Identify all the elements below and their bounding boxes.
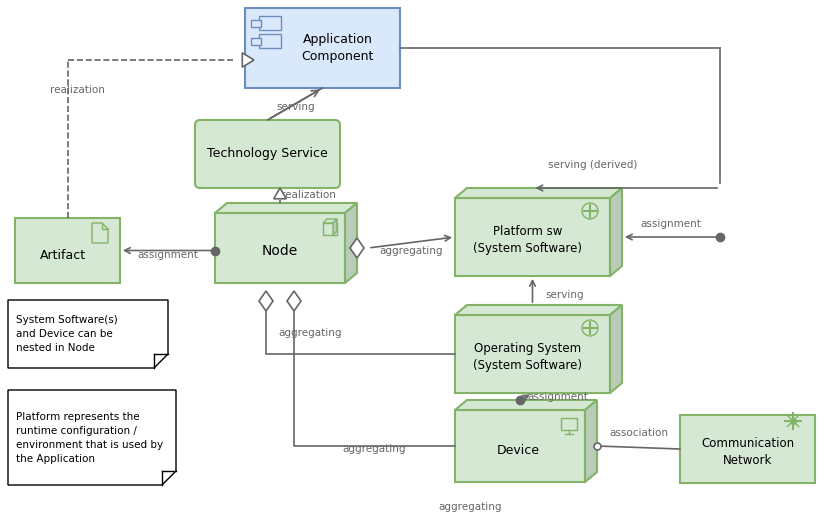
Text: assignment: assignment	[137, 250, 198, 261]
Bar	[15, 218, 120, 283]
Polygon shape	[610, 188, 622, 276]
Bar	[455, 198, 610, 276]
Bar	[251, 38, 261, 45]
Text: realization: realization	[50, 85, 105, 95]
Polygon shape	[323, 219, 337, 223]
Polygon shape	[287, 291, 301, 311]
Polygon shape	[345, 203, 357, 283]
Polygon shape	[585, 400, 597, 482]
FancyBboxPatch shape	[195, 120, 340, 188]
Bar	[259, 34, 281, 48]
Text: Device: Device	[496, 443, 540, 457]
Text: serving: serving	[277, 102, 315, 112]
Text: association: association	[609, 428, 668, 438]
Circle shape	[582, 320, 598, 336]
Text: serving: serving	[546, 290, 584, 300]
Text: Communication
Network: Communication Network	[701, 437, 794, 467]
Polygon shape	[333, 219, 337, 235]
Polygon shape	[215, 203, 357, 213]
Bar	[323, 223, 337, 235]
Text: Platform represents the
runtime configuration /
environment that is used by
the : Platform represents the runtime configur…	[16, 411, 163, 463]
Polygon shape	[259, 291, 273, 311]
Bar	[455, 315, 610, 393]
Text: Platform sw
(System Software): Platform sw (System Software)	[473, 225, 582, 255]
Polygon shape	[92, 223, 108, 243]
Bar	[245, 8, 400, 88]
Bar	[680, 415, 815, 483]
Bar	[455, 410, 585, 482]
Text: Artifact: Artifact	[39, 249, 85, 262]
Bar	[215, 213, 345, 283]
Polygon shape	[8, 300, 168, 368]
Polygon shape	[610, 305, 622, 393]
Text: Technology Service: Technology Service	[207, 148, 328, 160]
Text: aggregating: aggregating	[380, 246, 443, 256]
Text: Application
Component: Application Component	[302, 33, 374, 63]
Polygon shape	[455, 305, 622, 315]
Polygon shape	[350, 238, 364, 258]
Text: Node: Node	[261, 244, 298, 258]
Bar	[251, 20, 261, 27]
Text: realization: realization	[281, 190, 335, 201]
Polygon shape	[274, 188, 287, 199]
Polygon shape	[455, 400, 597, 410]
Text: assignment: assignment	[640, 219, 701, 229]
Polygon shape	[242, 53, 254, 67]
Text: serving (derived): serving (derived)	[548, 160, 637, 170]
Text: aggregating: aggregating	[438, 502, 502, 512]
Bar	[259, 16, 281, 30]
Text: assignment: assignment	[528, 392, 588, 401]
Circle shape	[582, 203, 598, 219]
Bar	[561, 418, 577, 430]
Text: System Software(s)
and Device can be
nested in Node: System Software(s) and Device can be nes…	[16, 315, 118, 353]
Text: Operating System
(System Software): Operating System (System Software)	[473, 342, 582, 372]
Text: aggregating: aggregating	[278, 328, 342, 337]
Text: aggregating: aggregating	[343, 444, 406, 454]
Polygon shape	[8, 390, 176, 485]
Polygon shape	[455, 188, 622, 198]
